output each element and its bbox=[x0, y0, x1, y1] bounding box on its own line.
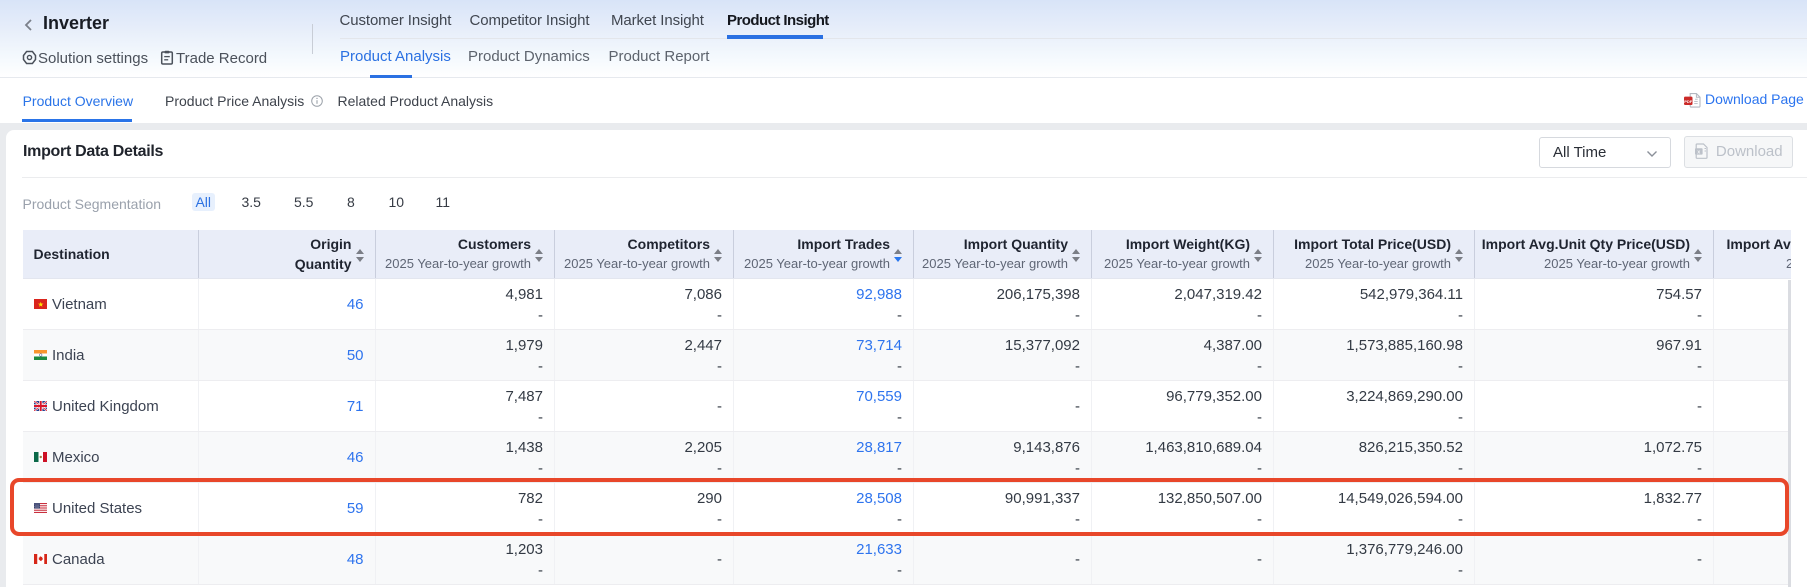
svg-text:PDF: PDF bbox=[1684, 98, 1693, 103]
svg-text:x: x bbox=[1697, 149, 1701, 155]
